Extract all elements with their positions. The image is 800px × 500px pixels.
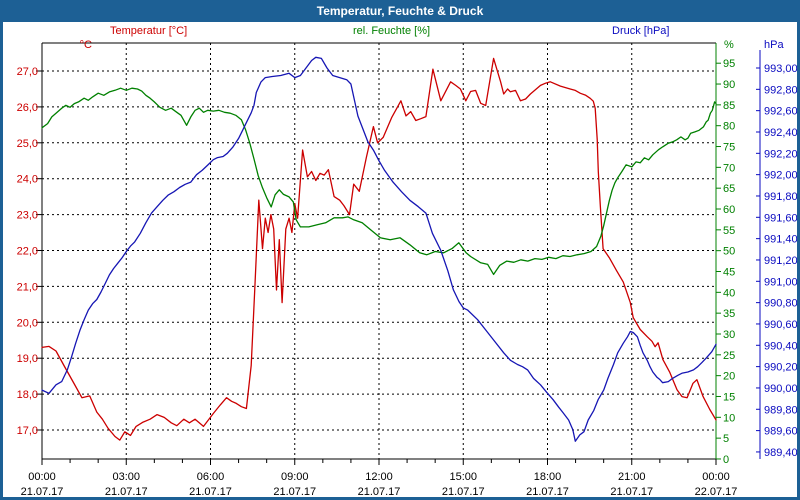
curve-hum bbox=[41, 87, 717, 276]
svg-text:989,60: 989,60 bbox=[764, 426, 798, 438]
svg-text:0: 0 bbox=[723, 454, 729, 466]
window-title: Temperatur, Feuchte & Druck bbox=[316, 4, 484, 18]
svg-text:989,80: 989,80 bbox=[764, 404, 798, 416]
svg-text:26,0: 26,0 bbox=[17, 102, 38, 114]
svg-text:65: 65 bbox=[723, 183, 735, 195]
svg-text:992,80: 992,80 bbox=[764, 84, 798, 96]
svg-text:03:00: 03:00 bbox=[112, 471, 140, 483]
svg-text:990,80: 990,80 bbox=[764, 298, 798, 310]
svg-text:00:00: 00:00 bbox=[28, 471, 56, 483]
svg-text:30: 30 bbox=[723, 329, 735, 341]
window-border-bottom bbox=[0, 497, 800, 500]
svg-text:22,0: 22,0 bbox=[17, 246, 38, 258]
svg-text:15: 15 bbox=[723, 391, 735, 403]
window-border-right bbox=[797, 0, 800, 500]
svg-text:991,80: 991,80 bbox=[764, 191, 798, 203]
svg-text:10: 10 bbox=[723, 412, 735, 424]
curve-press bbox=[41, 56, 717, 442]
svg-text:85: 85 bbox=[723, 100, 735, 112]
svg-text:25: 25 bbox=[723, 350, 735, 362]
svg-text:20: 20 bbox=[723, 371, 735, 383]
svg-text:95: 95 bbox=[723, 58, 735, 70]
window-titlebar[interactable]: Temperatur, Feuchte & Druck bbox=[0, 0, 800, 22]
svg-text:5: 5 bbox=[723, 433, 729, 445]
svg-text:70: 70 bbox=[723, 162, 735, 174]
svg-text:992,60: 992,60 bbox=[764, 106, 798, 118]
svg-text:12:00: 12:00 bbox=[365, 471, 393, 483]
svg-text:75: 75 bbox=[723, 142, 735, 154]
svg-text:21.07.17: 21.07.17 bbox=[21, 486, 64, 498]
axis-unit-celsius: °C bbox=[79, 39, 92, 51]
svg-text:990,60: 990,60 bbox=[764, 319, 798, 331]
curve-temp bbox=[41, 57, 717, 441]
svg-text:90: 90 bbox=[723, 79, 735, 91]
svg-text:50: 50 bbox=[723, 246, 735, 258]
svg-text:21.07.17: 21.07.17 bbox=[610, 486, 653, 498]
axis-unit-hpa: hPa bbox=[764, 39, 784, 51]
svg-text:990,40: 990,40 bbox=[764, 340, 798, 352]
svg-text:06:00: 06:00 bbox=[197, 471, 225, 483]
svg-text:991,00: 991,00 bbox=[764, 276, 798, 288]
svg-text:21.07.17: 21.07.17 bbox=[442, 486, 485, 498]
svg-text:992,20: 992,20 bbox=[764, 148, 798, 160]
svg-text:21.07.17: 21.07.17 bbox=[273, 486, 316, 498]
svg-text:989,40: 989,40 bbox=[764, 447, 798, 459]
svg-text:27,0: 27,0 bbox=[17, 66, 38, 78]
series-label-temperature: Temperatur [°C] bbox=[110, 25, 188, 37]
svg-text:35: 35 bbox=[723, 308, 735, 320]
svg-text:45: 45 bbox=[723, 267, 735, 279]
svg-text:19,0: 19,0 bbox=[17, 353, 38, 365]
svg-text:24,0: 24,0 bbox=[17, 174, 38, 186]
svg-text:21.07.17: 21.07.17 bbox=[358, 486, 401, 498]
svg-text:21.07.17: 21.07.17 bbox=[105, 486, 148, 498]
svg-text:17,0: 17,0 bbox=[17, 425, 38, 437]
svg-text:22.07.17: 22.07.17 bbox=[695, 486, 738, 498]
svg-text:21,0: 21,0 bbox=[17, 281, 38, 293]
svg-text:21:00: 21:00 bbox=[618, 471, 646, 483]
svg-text:20,0: 20,0 bbox=[17, 317, 38, 329]
svg-text:993,00: 993,00 bbox=[764, 63, 798, 75]
svg-text:18:00: 18:00 bbox=[534, 471, 562, 483]
svg-text:80: 80 bbox=[723, 121, 735, 133]
series-label-pressure: Druck [hPa] bbox=[612, 25, 670, 37]
svg-text:991,40: 991,40 bbox=[764, 234, 798, 246]
svg-text:00:00: 00:00 bbox=[702, 471, 730, 483]
window-border-left bbox=[0, 0, 3, 500]
svg-text:15:00: 15:00 bbox=[449, 471, 477, 483]
series-label-humidity: rel. Feuchte [%] bbox=[353, 25, 431, 37]
svg-text:21.07.17: 21.07.17 bbox=[189, 486, 232, 498]
svg-text:990,00: 990,00 bbox=[764, 383, 798, 395]
svg-text:992,40: 992,40 bbox=[764, 127, 798, 139]
svg-text:55: 55 bbox=[723, 225, 735, 237]
svg-text:991,20: 991,20 bbox=[764, 255, 798, 267]
svg-text:23,0: 23,0 bbox=[17, 210, 38, 222]
svg-text:18,0: 18,0 bbox=[17, 389, 38, 401]
svg-text:40: 40 bbox=[723, 287, 735, 299]
axis-unit-percent: % bbox=[724, 39, 734, 51]
svg-text:21.07.17: 21.07.17 bbox=[526, 486, 569, 498]
svg-text:60: 60 bbox=[723, 204, 735, 216]
svg-text:991,60: 991,60 bbox=[764, 212, 798, 224]
svg-text:25,0: 25,0 bbox=[17, 138, 38, 150]
svg-text:990,20: 990,20 bbox=[764, 362, 798, 374]
svg-text:09:00: 09:00 bbox=[281, 471, 309, 483]
svg-text:992,00: 992,00 bbox=[764, 170, 798, 182]
